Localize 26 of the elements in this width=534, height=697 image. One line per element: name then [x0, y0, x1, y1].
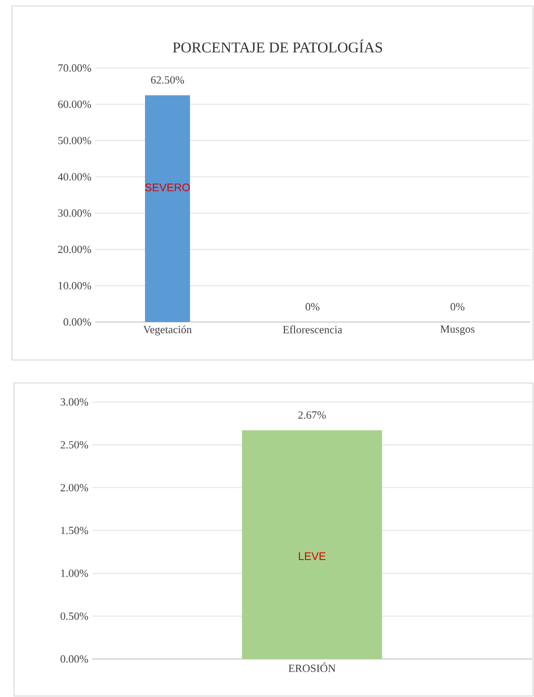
y-tick-label: 3.00%	[60, 398, 88, 406]
y-tick-label: 0.00%	[60, 655, 88, 663]
y-tick-label: 30.00%	[58, 209, 92, 217]
annotation: SEVERO	[145, 184, 190, 192]
y-tick-label: 1.00%	[61, 570, 88, 578]
x-tick-label: Eflorescencia	[283, 326, 342, 334]
chart-title: PORCENTAJE DE PATOLOGÍAS	[172, 40, 382, 52]
y-tick-label: 60.00%	[58, 100, 92, 108]
data-label: 62.50%	[151, 76, 184, 84]
x-tick-label: EROSIÓN	[288, 662, 336, 672]
y-tick-label: 50.00%	[58, 136, 92, 144]
data-label: 0%	[306, 303, 320, 310]
y-tick-label: 1.50%	[61, 526, 88, 534]
y-tick-label: 10.00%	[58, 282, 92, 290]
y-tick-label: 0.50%	[60, 612, 88, 620]
y-tick-label: 2.00%	[60, 484, 88, 492]
data-label: 2.67%	[298, 411, 326, 419]
y-tick-label: 40.00%	[58, 173, 92, 181]
y-tick-label: 20.00%	[58, 246, 92, 254]
y-tick-label: 0.00%	[64, 318, 92, 326]
x-tick-label: Vegetación	[143, 326, 192, 336]
data-label: 0%	[450, 303, 464, 310]
x-tick-label: Musgos	[440, 326, 474, 336]
y-tick-label: 2.50%	[60, 441, 88, 449]
annotation: LEVE	[298, 552, 326, 560]
y-tick-label: 70.00%	[58, 64, 92, 72]
